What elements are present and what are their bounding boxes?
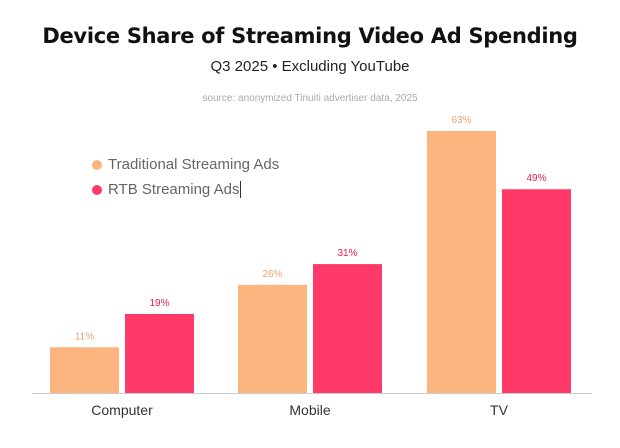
text-cursor <box>240 181 242 198</box>
legend-label-traditional: Traditional Streaming Ads <box>108 156 280 173</box>
x-tick-label-mobile: Mobile <box>289 402 330 418</box>
legend-item-rtb[interactable]: RTB Streaming Ads <box>92 181 242 198</box>
x-tick-label-tv: TV <box>490 402 509 418</box>
bar-tv-rtb <box>502 189 571 393</box>
bar-computer-rtb <box>125 313 194 393</box>
data-label-tv-traditional: 63% <box>451 115 471 126</box>
bar-mobile-rtb <box>313 264 382 393</box>
data-label-mobile-traditional: 26% <box>262 269 282 280</box>
legend-item-traditional[interactable]: Traditional Streaming Ads <box>92 156 279 173</box>
chart-title: Device Share of Streaming Video Ad Spend… <box>42 24 578 48</box>
legend-swatch-traditional <box>92 159 102 170</box>
bar-tv-traditional <box>427 131 496 393</box>
data-label-tv-rtb: 49% <box>526 173 546 184</box>
data-label-computer-traditional: 11% <box>75 331 94 342</box>
bar-mobile-traditional <box>238 284 307 393</box>
legend-swatch-rtb <box>92 184 102 195</box>
legend-label-rtb: RTB Streaming Ads <box>108 181 240 198</box>
data-label-computer-rtb: 19% <box>149 298 169 309</box>
x-tick-label-computer: Computer <box>91 402 153 418</box>
bar-computer-traditional <box>50 347 119 393</box>
data-label-mobile-rtb: 31% <box>337 248 357 259</box>
chart-subtitle: Q3 2025 • Excluding YouTube <box>210 58 410 75</box>
chart-source: source: anonymized Tinuiti advertiser da… <box>202 93 418 104</box>
